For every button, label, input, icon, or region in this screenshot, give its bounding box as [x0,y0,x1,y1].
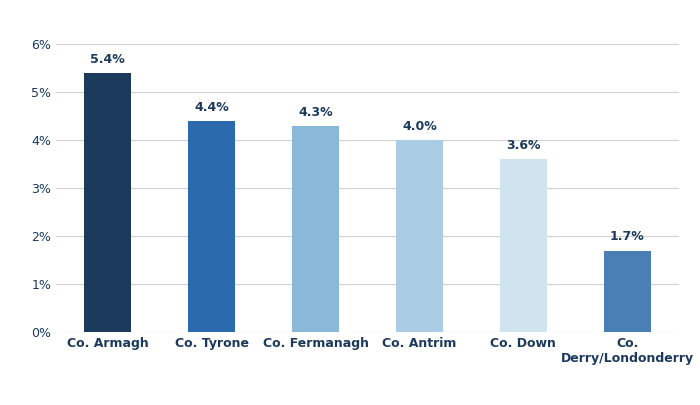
Bar [396,140,443,332]
Text: 4.3%: 4.3% [298,106,333,119]
Text: 4.0%: 4.0% [402,120,437,133]
Text: 3.6%: 3.6% [506,139,540,152]
Text: 1.7%: 1.7% [610,230,645,243]
Bar [84,73,131,332]
Bar [500,160,547,332]
Text: 4.4%: 4.4% [194,101,229,114]
Bar [188,121,235,332]
Bar [604,251,651,332]
Bar [292,126,339,332]
Text: 5.4%: 5.4% [90,53,125,66]
